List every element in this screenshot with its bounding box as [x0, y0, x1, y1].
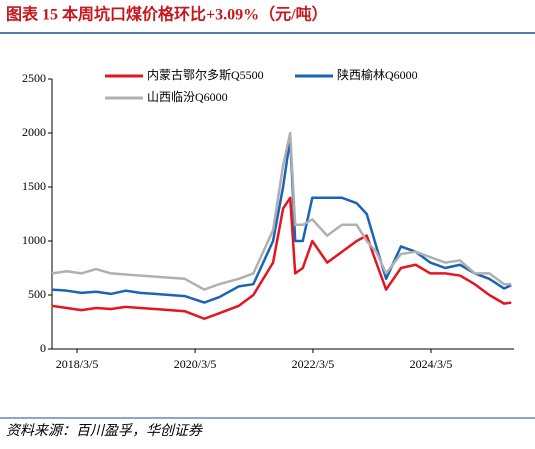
legend-label: 内蒙古鄂尔多斯Q5500 — [147, 67, 264, 82]
legend-label: 陕西榆林Q6000 — [337, 67, 418, 82]
source: 资料来源：百川盈孚，华创证券 — [6, 423, 203, 439]
y-tick-label: 0 — [40, 341, 46, 355]
y-tick-label: 2000 — [22, 125, 46, 139]
y-tick-label: 500 — [28, 287, 46, 301]
x-tick-label: 2018/3/5 — [56, 357, 99, 371]
x-tick-label: 2024/3/5 — [410, 357, 453, 371]
y-tick-label: 1000 — [22, 233, 46, 247]
series-line — [51, 137, 512, 304]
series-line — [51, 131, 512, 291]
y-tick-label: 1500 — [22, 179, 46, 193]
series-line — [51, 196, 512, 321]
y-tick-label: 2500 — [22, 71, 46, 85]
x-tick-label: 2022/3/5 — [292, 357, 335, 371]
chart-title: 图表 15 本周坑口煤价格环比+3.09%（元/吨） — [6, 5, 328, 24]
x-tick-label: 2020/3/5 — [174, 357, 217, 371]
legend-label: 山西临汾Q6000 — [147, 90, 228, 104]
